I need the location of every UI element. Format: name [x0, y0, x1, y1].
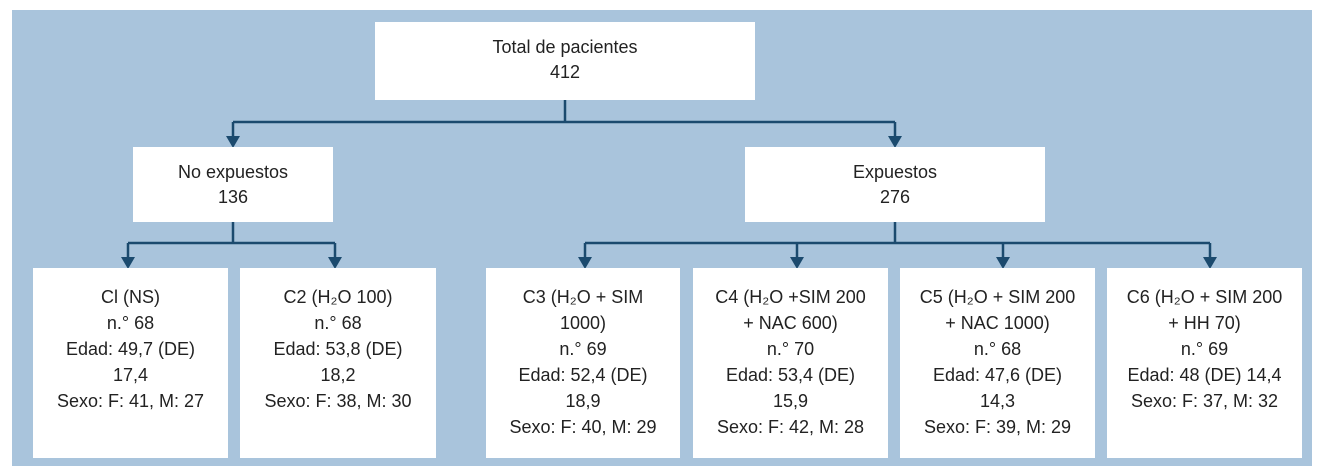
node-text: 18,2 [320, 365, 355, 385]
node-text: 1000) [560, 313, 606, 333]
node-box [745, 147, 1045, 222]
node-text: 17,4 [113, 365, 148, 385]
node-text: Edad: 53,4 (DE) [726, 365, 855, 385]
node-text: n.° 70 [767, 339, 814, 359]
node-text: n.° 68 [974, 339, 1021, 359]
node-text: C2 (H₂O 100) [283, 287, 392, 307]
node-text: Sexo: F: 37, M: 32 [1131, 391, 1278, 411]
node-text: C6 (H₂O + SIM 200 [1127, 287, 1283, 307]
node-box [1107, 268, 1302, 458]
node-text: n.° 68 [314, 313, 361, 333]
node-box [900, 268, 1095, 458]
node-text: Sexo: F: 39, M: 29 [924, 417, 1071, 437]
node-box [133, 147, 333, 222]
node-text: C3 (H₂O + SIM [523, 287, 644, 307]
node-text: 14,3 [980, 391, 1015, 411]
node-box [375, 22, 755, 100]
node-box [33, 268, 228, 458]
node-text: 15,9 [773, 391, 808, 411]
node-text: n.° 68 [107, 313, 154, 333]
node-text: No expuestos [178, 162, 288, 182]
node-text: Sexo: F: 38, M: 30 [264, 391, 411, 411]
node-box [240, 268, 436, 458]
node-text: Edad: 48 (DE) 14,4 [1127, 365, 1281, 385]
node-text: C4 (H₂O +SIM 200 [715, 287, 866, 307]
node-text: n.° 69 [1181, 339, 1228, 359]
node-text: Edad: 52,4 (DE) [518, 365, 647, 385]
node-text: Expuestos [853, 162, 937, 182]
node-text: + NAC 1000) [945, 313, 1050, 333]
node-box [486, 268, 680, 458]
node-text: 412 [550, 62, 580, 82]
node-text: Cl (NS) [101, 287, 160, 307]
node-text: 18,9 [565, 391, 600, 411]
node-text: n.° 69 [559, 339, 606, 359]
connectors [121, 100, 1217, 269]
node-text: Sexo: F: 41, M: 27 [57, 391, 204, 411]
node-text: Sexo: F: 42, M: 28 [717, 417, 864, 437]
node-text: Edad: 53,8 (DE) [273, 339, 402, 359]
node-text: Edad: 49,7 (DE) [66, 339, 195, 359]
node-text: C5 (H₂O + SIM 200 [920, 287, 1076, 307]
node-box [693, 268, 888, 458]
connector [231, 100, 897, 138]
node-text: + NAC 600) [743, 313, 838, 333]
node-text: 136 [218, 187, 248, 207]
node-text: + HH 70) [1168, 313, 1241, 333]
connector [126, 222, 337, 259]
node-text: Total de pacientes [492, 37, 637, 57]
node-text: 276 [880, 187, 910, 207]
node-text: Sexo: F: 40, M: 29 [509, 417, 656, 437]
node-text: Edad: 47,6 (DE) [933, 365, 1062, 385]
connector [583, 222, 1212, 259]
